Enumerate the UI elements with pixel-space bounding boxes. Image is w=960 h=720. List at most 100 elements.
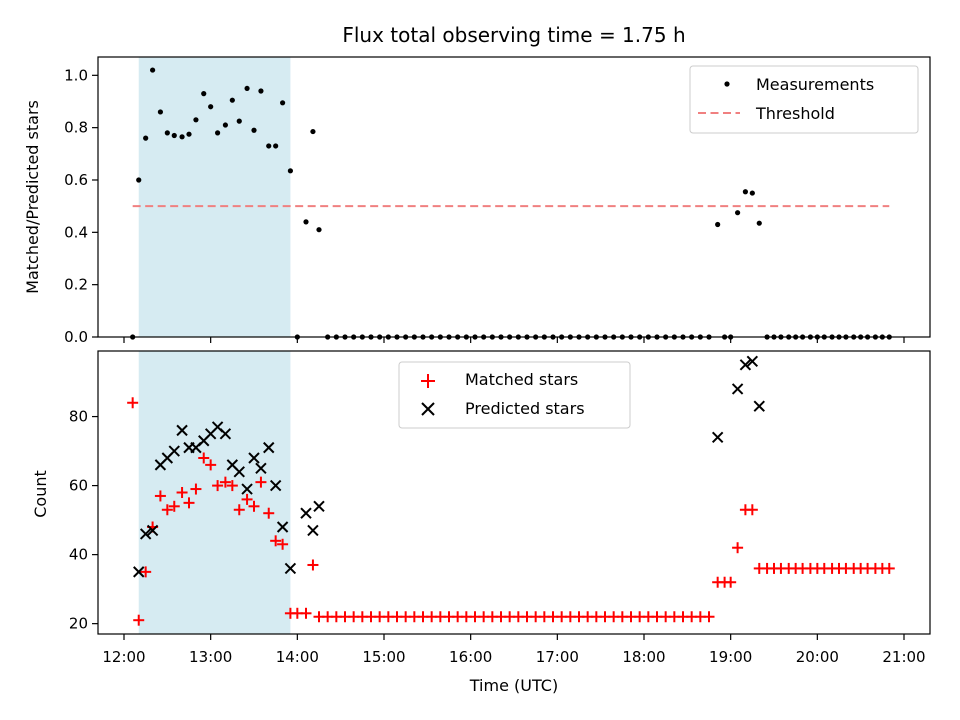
matched-star-point: [703, 611, 715, 623]
predicted-star-point: [146, 524, 159, 537]
predicted-star-point: [284, 562, 297, 575]
predicted-star-point: [731, 383, 744, 395]
bottom-y-tick-label: 60: [69, 477, 88, 495]
matched-stars-points: [127, 397, 895, 626]
top-y-tick-label: 0.0: [64, 328, 88, 346]
measurement-point: [236, 118, 242, 124]
top-y-axis-ticks: 0.0 0.2 0.4 0.6 0.8 1.0: [64, 66, 98, 346]
x-tick-label: 12:00: [102, 648, 145, 666]
predicted-star-point: [255, 462, 267, 475]
predicted-star-point: [269, 479, 282, 492]
measurement-point: [164, 130, 170, 136]
matched-star-point: [233, 504, 245, 516]
measurement-point: [266, 143, 272, 149]
predicted-star-point: [753, 400, 765, 412]
top-legend-box: [689, 65, 919, 134]
top-shaded-span: [138, 57, 291, 337]
bottom-y-tick-label: 80: [69, 408, 88, 426]
predicted-star-point: [139, 528, 152, 540]
measurement-point: [215, 130, 221, 136]
top-legend: Measurements Threshold: [689, 65, 919, 134]
measurement-point: [157, 109, 163, 115]
measurement-point: [735, 210, 741, 216]
matched-star-point: [212, 480, 224, 492]
top-subplot: 0.0 0.2 0.4 0.6 0.8 1.0 Matched/Predicted sta…: [23, 56, 931, 346]
x-axis-label: Time (UTC): [469, 676, 558, 695]
measurement-point: [715, 221, 721, 228]
matched-star-point: [883, 562, 895, 574]
legend-predicted-label: Predicted stars: [465, 399, 585, 418]
matched-star-point: [205, 459, 217, 471]
chart-title: Flux total observing time = 1.75 h: [342, 23, 685, 47]
matched-star-point: [168, 500, 180, 512]
measurement-point: [251, 127, 257, 133]
predicted-star-point: [168, 445, 180, 457]
bottom-legend: Matched stars Predicted stars: [398, 361, 631, 429]
matched-star-point: [732, 542, 744, 554]
predicted-star-point: [176, 424, 188, 437]
bottom-axes-frame: [97, 350, 931, 635]
top-y-tick-label: 0.8: [64, 119, 88, 137]
matched-star-point: [277, 538, 289, 550]
x-tick-label: 21:00: [882, 648, 925, 666]
predicted-star-point: [248, 452, 260, 464]
matched-star-point: [198, 452, 210, 464]
matched-star-point: [300, 607, 312, 619]
top-y-axis-label: Matched/Predicted stars: [23, 100, 42, 294]
bottom-y-tick-label: 40: [69, 546, 88, 564]
top-y-tick-label: 0.4: [64, 223, 88, 241]
predicted-star-point: [133, 566, 145, 578]
measurement-point: [193, 117, 199, 123]
measurement-point: [136, 177, 142, 183]
matched-star-point: [154, 490, 166, 502]
measurement-point: [222, 122, 228, 128]
measurement-point: [280, 100, 286, 106]
predicted-star-point: [711, 431, 724, 443]
measurement-point: [258, 88, 264, 94]
predicted-star-point: [219, 428, 232, 440]
measurement-point: [287, 168, 293, 174]
measurement-point: [179, 134, 185, 140]
measurements-points: [130, 67, 892, 340]
bottom-shaded-span: [138, 351, 291, 634]
top-y-tick-label: 0.2: [64, 276, 88, 294]
x-tick-label: 14:00: [276, 648, 319, 666]
predicted-star-point: [241, 483, 253, 495]
x-tick-label: 18:00: [622, 648, 665, 666]
legend-measurements-label: Measurements: [756, 75, 874, 94]
predicted-star-point: [746, 355, 759, 368]
matched-star-point: [127, 397, 139, 409]
matched-star-point: [161, 504, 173, 516]
matched-star-point: [255, 476, 267, 488]
measurement-point: [229, 97, 235, 103]
matched-star-point: [307, 559, 319, 571]
matched-star-point: [241, 493, 253, 505]
matched-star-point: [219, 476, 231, 488]
top-x-axis-ticks: [123, 337, 905, 343]
measurement-point: [244, 85, 250, 92]
x-tick-label: 13:00: [189, 648, 232, 666]
predicted-star-point: [263, 441, 275, 454]
legend-matched-label: Matched stars: [465, 370, 578, 389]
bottom-y-tick-label: 20: [69, 615, 88, 633]
predicted-stars-points: [133, 355, 765, 578]
bottom-legend-box: [398, 361, 631, 429]
predicted-star-point: [300, 507, 312, 519]
matched-star-point: [140, 566, 152, 578]
matched-star-point: [176, 487, 188, 498]
measurement-point: [201, 91, 207, 97]
predicted-star-point: [739, 359, 752, 371]
measurement-point: [186, 131, 192, 137]
x-tick-label: 16:00: [449, 648, 492, 666]
measurement-point: [150, 67, 156, 73]
legend-predicted-marker: [421, 402, 435, 416]
matched-star-point: [190, 483, 202, 495]
measurement-point: [273, 143, 279, 149]
top-axes-frame: [97, 56, 931, 338]
measurement-point: [316, 227, 322, 233]
predicted-star-point: [307, 524, 319, 537]
measurement-point: [208, 104, 214, 110]
measurement-point: [310, 128, 316, 135]
